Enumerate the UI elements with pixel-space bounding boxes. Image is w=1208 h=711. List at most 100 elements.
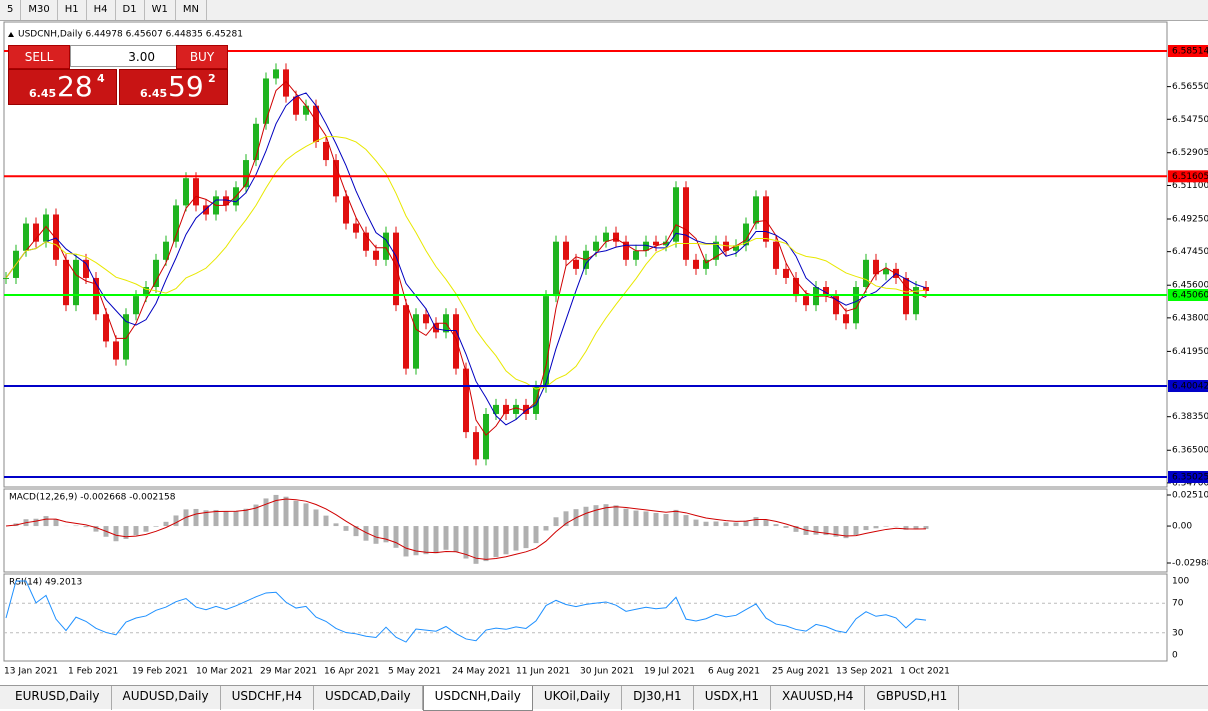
candle [173,205,179,242]
sell-button[interactable]: SELL [8,45,70,69]
chart-tab[interactable]: USDX,H1 [694,686,772,710]
date-label: 13 Jan 2021 [4,667,58,677]
sell-price[interactable]: 6.45 28 4 [8,69,117,105]
timeframe-button[interactable]: W1 [145,0,176,20]
rsi-pane [3,573,1168,662]
date-label: 10 Mar 2021 [196,667,253,677]
timeframe-button[interactable]: M30 [21,0,58,20]
level-tag [1168,45,1208,57]
price-label: 6.36500 [1172,446,1208,456]
price-big: 6.45 [29,87,57,100]
price-label: 6.34700 [1172,478,1208,488]
chart-tab[interactable]: GBPUSD,H1 [865,686,960,710]
timeframe-button[interactable]: MN [176,0,207,20]
chart-tab[interactable]: AUDUSD,Daily [112,686,221,710]
volume-input[interactable]: 3.00 [70,45,180,67]
candle [133,296,139,315]
candle [363,232,369,251]
level-label: 6.40042 [1172,382,1208,392]
price-label: 6.45600 [1172,281,1208,291]
timeframe-toolbar: 5 M30 H1 H4 D1 W1 MN [0,0,1208,21]
collapse-icon [8,32,14,37]
candle [863,259,869,288]
buy-button[interactable]: BUY [176,45,228,69]
candle [93,277,99,315]
candle [913,287,919,315]
rsi-label: RSI(14) 49.2013 [9,578,82,588]
candle [323,141,329,161]
candle [613,232,619,242]
timeframe-button[interactable]: 5 [0,0,22,20]
price-label: 6.49250 [1172,215,1208,225]
candle [623,241,629,260]
chart-tab[interactable]: UKOil,Daily [533,686,623,710]
date-label: 30 Jun 2021 [580,667,634,677]
level-tag [1168,170,1208,183]
candle [803,296,809,306]
candle [463,368,469,433]
candle [273,69,279,79]
candle [833,296,839,315]
candle [853,287,859,324]
level-tag [1168,471,1208,483]
candle [43,214,49,242]
timeframe-button[interactable]: D1 [116,0,145,20]
level-label: 6.45060 [1172,291,1208,301]
candle [683,187,689,260]
candle [303,105,309,115]
candle [153,259,159,288]
candle [393,232,399,306]
price-main: 59 [168,70,204,103]
candle [703,259,709,269]
candle [283,69,289,97]
candle [163,241,169,260]
date-label: 1 Oct 2021 [900,667,950,677]
candle [543,296,549,387]
candle [593,241,599,251]
chart-tab[interactable]: EURUSD,Daily [4,686,112,710]
timeframe-button[interactable]: H4 [87,0,116,20]
timeframe-button[interactable]: H1 [58,0,87,20]
candle [203,205,209,215]
macd-pane [3,488,1168,573]
candle [3,277,9,279]
price-label: 6.41950 [1172,347,1208,357]
candle [603,232,609,242]
chart-tab[interactable]: USDCAD,Daily [314,686,423,710]
candle [33,223,39,242]
macd-axis-label: 0.025108 [1172,491,1208,501]
candle [263,78,269,124]
candle [343,196,349,224]
rsi-line [5,580,927,643]
candle [743,223,749,246]
price-label: 6.54750 [1172,115,1208,125]
price-main: 28 [57,70,93,103]
candle [373,250,379,260]
candle [183,178,189,206]
candle [693,259,699,269]
candle [53,214,59,260]
buy-price[interactable]: 6.45 59 2 [119,69,228,105]
chart-tab[interactable]: XAUUSD,H4 [771,686,866,710]
chart-tab[interactable]: DJ30,H1 [622,686,694,710]
candle [503,404,509,414]
candle [473,432,479,460]
candle [513,404,519,414]
candle [193,178,199,206]
candle [493,404,499,414]
candle [753,196,759,224]
candle [113,341,119,360]
chart-tab[interactable]: USDCNH,Daily [422,686,533,711]
candle [73,259,79,306]
candle [663,241,669,246]
candle [353,223,359,233]
date-label: 11 Jun 2021 [516,667,570,677]
symbol-info: USDCNH,Daily 6.44978 6.45607 6.44835 6.4… [18,30,243,40]
macd-axis-label: -0.02988 [1172,559,1208,569]
rsi-axis-label: 100 [1172,577,1189,587]
chart-tab[interactable]: USDCHF,H4 [221,686,315,710]
candle [223,196,229,206]
moving-average [5,80,927,436]
price-label: 6.52905 [1172,148,1208,158]
